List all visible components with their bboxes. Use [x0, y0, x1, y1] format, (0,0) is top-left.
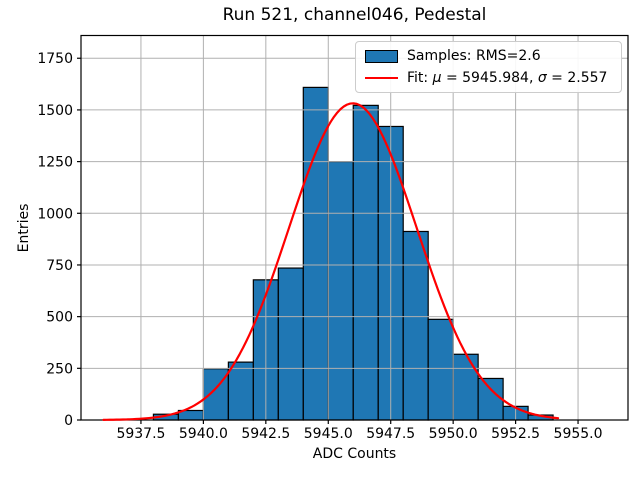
x-tick-label: 5952.5 — [491, 426, 540, 442]
tick-labels: 5937.5 5940.0 5942.5 5945.0 5947.5 5950.0 5952… — [37, 51, 602, 442]
samples-legend-swatch — [365, 49, 398, 63]
histogram-bar — [427, 318, 454, 421]
x-tick-label: 5940.0 — [179, 426, 228, 442]
axes-spines — [80, 34, 629, 421]
x-tick-label: 5937.5 — [116, 426, 165, 442]
legend-row-fit: Fit: μ = 5945.984, σ = 2.557 — [365, 68, 612, 88]
y-tick-label: 1250 — [37, 155, 73, 171]
histogram-bar — [477, 377, 504, 421]
x-axis-label: ADC Counts — [312, 446, 397, 462]
x-tick-label: 5955.0 — [554, 426, 603, 442]
legend: Samples: RMS=2.6 Fit: μ = 5945.984, σ = … — [355, 41, 622, 93]
y-tick-label: 1750 — [37, 51, 73, 67]
histogram-bar — [277, 267, 304, 421]
histogram-bar — [452, 353, 479, 421]
y-tick-label: 1500 — [37, 103, 73, 119]
samples-legend-label: Samples: RMS=2.6 — [407, 48, 541, 64]
y-tick-label: 0 — [64, 413, 73, 429]
legend-row-samples: Samples: RMS=2.6 — [365, 46, 612, 66]
y-tick-label: 1000 — [37, 206, 73, 222]
fit-legend-label: Fit: μ = 5945.984, σ = 2.557 — [407, 70, 608, 86]
tick-marks — [77, 57, 579, 424]
fit-legend-line-icon — [365, 77, 398, 79]
chart-title: Run 521, channel046, Pedestal — [222, 5, 487, 25]
x-tick-label: 5945.0 — [304, 426, 353, 442]
x-tick-label: 5942.5 — [241, 426, 290, 442]
x-tick-label: 5950.0 — [429, 426, 478, 442]
histogram-bar — [302, 86, 329, 421]
x-tick-label: 5947.5 — [366, 426, 415, 442]
fit-curve — [102, 102, 560, 421]
histogram-bar — [402, 230, 429, 421]
histogram-bar — [352, 104, 379, 421]
y-tick-label: 500 — [46, 310, 73, 326]
histogram-bar — [327, 161, 354, 421]
histogram-bar — [227, 361, 254, 421]
histogram-bars — [152, 86, 554, 421]
y-tick-label: 250 — [46, 361, 73, 377]
y-tick-label: 750 — [46, 258, 73, 274]
